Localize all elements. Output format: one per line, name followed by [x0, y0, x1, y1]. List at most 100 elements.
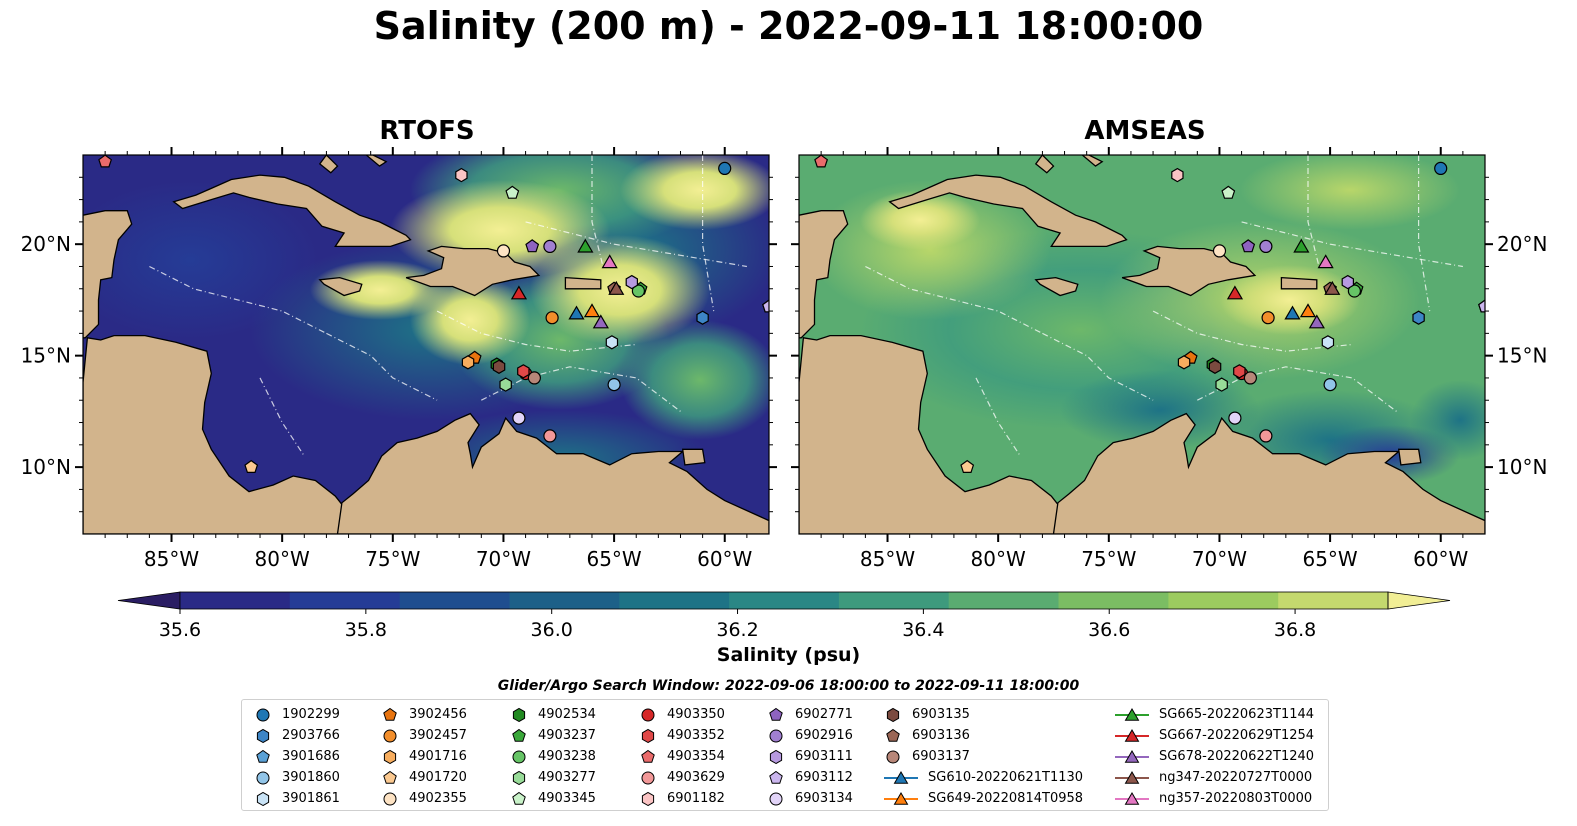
legend-marker-icon — [769, 770, 783, 784]
x-tick-label: 70°W — [1192, 547, 1247, 571]
marker-6902916 — [543, 239, 557, 253]
legend-label: ng357-20220803T0000 — [1159, 791, 1313, 806]
y-tick-label-right: 20°N — [1497, 232, 1547, 256]
legend-label: 3901686 — [282, 749, 340, 764]
legend-item: ng357-20220803T0000 — [1115, 788, 1314, 809]
legend-item: ng347-20220727T0000 — [1115, 767, 1314, 788]
legend-marker-icon — [256, 728, 270, 743]
legend-label: 6901182 — [667, 791, 725, 806]
legend-item: 4903237 — [510, 725, 596, 746]
land-cuba — [172, 174, 412, 248]
legend-marker-icon — [886, 750, 900, 763]
legend-label: 6903135 — [912, 707, 970, 722]
rtofs-frame — [82, 154, 770, 535]
marker-4901720 — [960, 459, 975, 473]
legend-item: 4903350 — [639, 704, 725, 725]
legend-marker-icon — [641, 749, 655, 763]
legend-item: 6902771 — [767, 704, 853, 725]
marker-SG678-20220622T1240 — [592, 314, 609, 329]
figure-title: Salinity (200 m) - 2022-09-11 18:00:00 — [373, 4, 1204, 48]
x-tick-label: 85°W — [860, 547, 915, 571]
marker-6903134 — [512, 411, 526, 425]
legend-label: SG667-20220629T1254 — [1159, 728, 1315, 743]
colorbar-tick-label: 36.6 — [1088, 619, 1130, 641]
legend-item: 6903134 — [767, 788, 853, 809]
y-tick-label-right: 10°N — [1497, 455, 1547, 479]
eez-boundary-line — [326, 332, 438, 401]
legend-label: 3902457 — [409, 728, 467, 743]
colorbar-segment — [1058, 592, 1169, 609]
land-trinidad — [681, 448, 706, 466]
eez-boundary-line — [1241, 221, 1463, 268]
eez-boundary-line — [149, 265, 327, 334]
marker-6902771 — [525, 239, 540, 253]
legend-label: 4903345 — [538, 791, 596, 806]
legend-label: 4903352 — [667, 728, 725, 743]
colorbar-tick-label: 36.0 — [531, 619, 573, 641]
marker-4903352 — [517, 364, 530, 379]
x-tick-label: 65°W — [586, 547, 641, 571]
y-tick-label-right: 15°N — [1497, 344, 1547, 368]
legend-marker-icon — [769, 729, 783, 742]
legend-label: SG678-20220622T1240 — [1159, 749, 1315, 764]
legend-marker-icon — [769, 749, 783, 764]
legend-column: SG665-20220623T1144 SG667-20220629T1254 SG… — [1115, 704, 1314, 809]
legend-label: 6902916 — [795, 728, 853, 743]
x-tick-label: 60°W — [697, 547, 752, 571]
marker-3901860 — [1323, 378, 1337, 392]
marker-SG678-20220622T1240 — [1308, 314, 1325, 329]
legend-label: 3902456 — [409, 707, 467, 722]
legend: 1902299 2903766 3901686 3901860 3901861 39024… — [241, 699, 1329, 811]
land-south-america — [1052, 412, 1485, 534]
legend-marker-icon — [256, 771, 270, 784]
legend-item: 3901861 — [254, 788, 340, 809]
marker-6903111 — [1341, 274, 1354, 290]
x-tick-label: 80°W — [971, 547, 1026, 571]
x-tick-label: 75°W — [1081, 547, 1136, 571]
land-bahamas-2 — [365, 155, 388, 167]
land-south-america — [336, 412, 769, 534]
legend-marker-icon — [383, 792, 397, 805]
legend-label: 6903112 — [795, 770, 853, 785]
marker-SG610-20220621T1130 — [568, 305, 585, 320]
legend-marker-icon — [383, 707, 397, 721]
marker-SG667-20220629T1254 — [510, 285, 528, 300]
eez-boundary-line — [865, 265, 1043, 334]
legend-item: 6903137 — [884, 746, 1083, 767]
land-jamaica — [318, 276, 363, 297]
colorbar-label: Salinity (psu) — [716, 644, 861, 666]
colorbar: 35.6 35.8 36.0 36.2 36.4 36.6 36.8 — [117, 591, 1451, 641]
legend-item: 2903766 — [254, 725, 340, 746]
legend-label: 4902355 — [409, 791, 467, 806]
marker-4903352 — [1233, 364, 1246, 379]
legend-label: 3901860 — [282, 770, 340, 785]
marker-ng357-20220803T0000 — [1317, 254, 1334, 269]
marker-6902916 — [1259, 239, 1273, 253]
legend-item: 4903277 — [510, 767, 596, 788]
eez-boundary-line — [1418, 155, 1431, 312]
legend-marker-icon — [512, 707, 526, 722]
legend-marker-icon — [641, 771, 655, 784]
legend-item: 4901716 — [381, 746, 467, 767]
y-tick-label-left: 10°N — [21, 455, 71, 479]
land-bahamas-2 — [1081, 155, 1104, 167]
colorbar-segment — [1278, 592, 1389, 609]
legend-item: 4903629 — [639, 767, 725, 788]
legend-label: 1902299 — [282, 707, 340, 722]
eez-boundary-line — [259, 377, 305, 457]
colorbar-segment — [729, 592, 840, 609]
marker-2903766 — [1412, 310, 1425, 325]
legend-marker-icon — [884, 791, 918, 805]
legend-column: 6902771 6902916 6903111 6903112 6903134 — [767, 704, 853, 809]
figure-canvas: 85°W 80°W 75°W 70°W 65°W 60°W 85°W 80°W 75°W 70°W… — [21, 147, 1547, 641]
eez-boundary-line — [1042, 332, 1154, 401]
legend-item: 3902456 — [381, 704, 467, 725]
legend-item: 6901182 — [639, 788, 725, 809]
legend-marker-icon — [641, 791, 655, 806]
legend-marker-icon — [1115, 707, 1149, 721]
legend-title: Glider/Argo Search Window: 2022-09-06 18… — [497, 678, 1080, 694]
marker-ng347-20220727T0000 — [1324, 280, 1341, 295]
land-trinidad — [1397, 448, 1422, 466]
legend-marker-icon — [1115, 791, 1149, 805]
marker-SG665-20220623T1144 — [577, 238, 594, 253]
